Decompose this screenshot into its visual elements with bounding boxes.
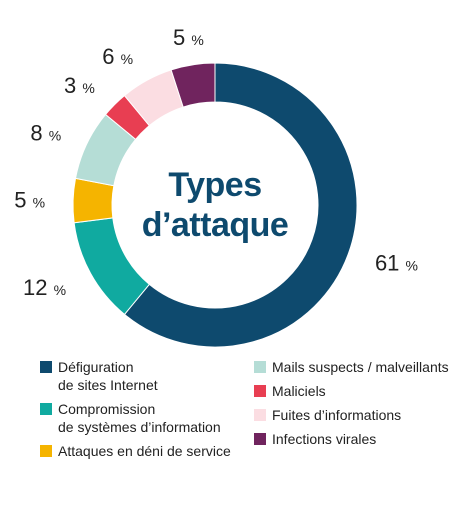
legend-item-maliciels: Maliciels: [254, 382, 464, 400]
slice-value-label: 3 %: [64, 73, 95, 98]
donut-chart: 61 % 12 % 5 % 8 %3 % 6 % 5 %: [14, 25, 418, 348]
slice-value-label: 6 %: [102, 44, 133, 69]
legend-item-fuites: Fuites d’informations: [254, 406, 464, 424]
chart-title: Types d’attaque: [135, 165, 295, 245]
legend-item-mails-suspects: Mails suspects / malveillants: [254, 358, 464, 376]
donut-slice: [72, 177, 115, 224]
chart-title-line-2: d’attaque: [141, 206, 289, 244]
legend-label: Maliciels: [272, 383, 326, 399]
slice-value-label: 12 %: [23, 275, 66, 300]
donut-slice: [170, 62, 216, 108]
legend-label: Attaques en déni de service: [58, 443, 231, 459]
slice-value-label: 5 %: [173, 25, 204, 50]
legend-item-deni-de-service: Attaques en déni de service: [40, 442, 250, 460]
legend-swatch: [254, 433, 266, 445]
legend-item-defiguration: Défiguration de sites Internet: [40, 358, 250, 394]
slice-value-label: 5 %: [14, 188, 45, 213]
chart-title-line-1: Types: [168, 166, 262, 204]
legend-label: Mails suspects / malveillants: [272, 359, 449, 375]
legend-swatch: [254, 409, 266, 421]
legend-item-infections: Infections virales: [254, 430, 464, 448]
legend-swatch: [40, 361, 52, 373]
legend-column-left: Défiguration de sites Internet Compromis…: [40, 358, 250, 466]
legend-label: Défiguration de sites Internet: [58, 359, 158, 393]
legend-swatch: [254, 385, 266, 397]
legend-label: Fuites d’informations: [272, 407, 402, 423]
slice-value-label: 8 %: [30, 121, 61, 146]
legend-swatch: [40, 403, 52, 415]
donut-slice: [123, 62, 358, 348]
legend-item-compromission: Compromission de systèmes d’information: [40, 400, 250, 436]
legend-label: Infections virales: [272, 431, 377, 447]
slice-value-label: 61 %: [375, 251, 418, 276]
legend-column-right: Mails suspects / malveillants Maliciels …: [254, 358, 464, 454]
legend-swatch: [254, 361, 266, 373]
legend-swatch: [40, 445, 52, 457]
legend-label: Compromission de systèmes d’information: [58, 401, 221, 435]
